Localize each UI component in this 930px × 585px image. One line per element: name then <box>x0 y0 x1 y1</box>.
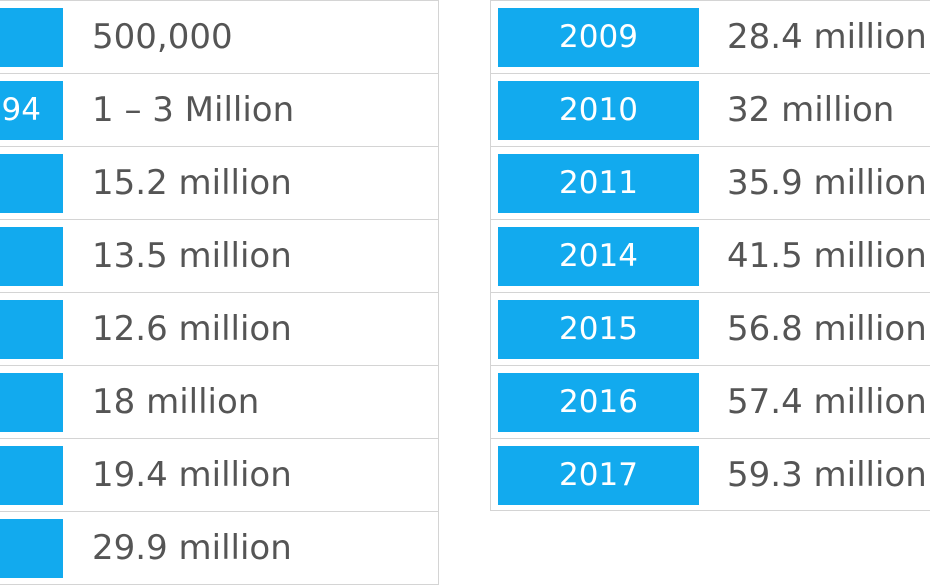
left-table: 500,000 94 1 – 3 Million 15.2 million 13… <box>0 0 439 585</box>
year-badge: 2010 <box>498 81 699 140</box>
value-text: 13.5 million <box>92 236 292 276</box>
year-badge: 2014 <box>498 227 699 286</box>
table-row: 2010 32 million <box>491 74 930 147</box>
value-text: 12.6 million <box>92 309 292 349</box>
value-text: 32 million <box>727 90 895 130</box>
table-row: 13.5 million <box>0 220 438 293</box>
year-badge: 2017 <box>498 446 699 505</box>
year-badge <box>0 446 63 505</box>
value-text: 500,000 <box>92 17 233 57</box>
value-text: 15.2 million <box>92 163 292 203</box>
table-row: 12.6 million <box>0 293 438 366</box>
table-row: 15.2 million <box>0 147 438 220</box>
table-row: 500,000 <box>0 1 438 74</box>
value-text: 29.9 million <box>92 528 292 568</box>
value-text: 1 – 3 Million <box>92 90 295 130</box>
value-text: 56.8 million <box>727 309 927 349</box>
table-row: 2017 59.3 million <box>491 439 930 512</box>
year-badge: 2015 <box>498 300 699 359</box>
table-row: 2009 28.4 million <box>491 1 930 74</box>
year-badge: 2011 <box>498 154 699 213</box>
year-badge <box>0 154 63 213</box>
value-text: 18 million <box>92 382 260 422</box>
value-text: 28.4 million <box>727 17 927 57</box>
table-row: 19.4 million <box>0 439 438 512</box>
year-badge: 94 <box>0 81 63 140</box>
year-badge <box>0 373 63 432</box>
value-text: 57.4 million <box>727 382 927 422</box>
value-text: 41.5 million <box>727 236 927 276</box>
table-row: 2015 56.8 million <box>491 293 930 366</box>
right-table: 2009 28.4 million 2010 32 million 2011 3… <box>490 0 930 511</box>
table-row: 2016 57.4 million <box>491 366 930 439</box>
year-badge <box>0 8 63 67</box>
table-row: 2014 41.5 million <box>491 220 930 293</box>
year-badge: 2016 <box>498 373 699 432</box>
table-row: 94 1 – 3 Million <box>0 74 438 147</box>
year-badge <box>0 300 63 359</box>
table-row: 29.9 million <box>0 512 438 585</box>
value-text: 59.3 million <box>727 455 927 495</box>
value-text: 35.9 million <box>727 163 927 203</box>
table-row: 2011 35.9 million <box>491 147 930 220</box>
value-text: 19.4 million <box>92 455 292 495</box>
table-row: 18 million <box>0 366 438 439</box>
year-badge <box>0 519 63 578</box>
year-badge: 2009 <box>498 8 699 67</box>
year-badge <box>0 227 63 286</box>
